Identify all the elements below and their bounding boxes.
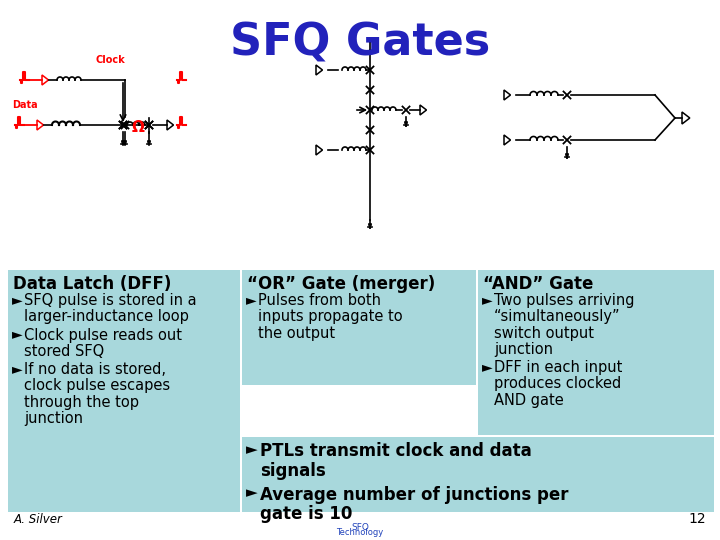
Text: Pulses from both: Pulses from both — [258, 293, 381, 308]
Text: Average number of junctions per: Average number of junctions per — [260, 485, 569, 504]
Text: SFQ: SFQ — [351, 523, 369, 532]
Text: signals: signals — [260, 462, 325, 480]
Text: SFQ Gates: SFQ Gates — [230, 22, 490, 65]
Text: inputs propagate to: inputs propagate to — [258, 309, 402, 325]
Text: Ω: Ω — [132, 119, 145, 134]
Text: ►: ► — [12, 328, 22, 342]
Text: ►: ► — [246, 293, 256, 307]
Text: DFF in each input: DFF in each input — [494, 360, 622, 375]
Text: “OR” Gate (merger): “OR” Gate (merger) — [247, 275, 436, 293]
Text: junction: junction — [24, 411, 83, 426]
Text: ►: ► — [12, 362, 22, 376]
Text: SFQ pulse is stored in a: SFQ pulse is stored in a — [24, 293, 197, 308]
Text: A. Silver: A. Silver — [14, 513, 63, 526]
Text: Data Latch (DFF): Data Latch (DFF) — [13, 275, 171, 293]
Text: switch output: switch output — [494, 326, 594, 341]
Text: AND gate: AND gate — [494, 393, 564, 408]
Text: the output: the output — [258, 326, 335, 341]
Text: Technology: Technology — [336, 528, 384, 537]
Text: If no data is stored,: If no data is stored, — [24, 362, 166, 377]
Text: 12: 12 — [688, 512, 706, 526]
Text: ►: ► — [246, 485, 258, 501]
Text: Data: Data — [12, 100, 37, 110]
FancyBboxPatch shape — [242, 437, 714, 512]
Text: ►: ► — [482, 293, 492, 307]
Text: clock pulse escapes: clock pulse escapes — [24, 379, 170, 393]
Text: “simultaneously”: “simultaneously” — [494, 309, 621, 325]
Text: ►: ► — [482, 360, 492, 374]
Text: gate is 10: gate is 10 — [260, 505, 352, 523]
Text: “AND” Gate: “AND” Gate — [483, 275, 593, 293]
Text: Two pulses arriving: Two pulses arriving — [494, 293, 634, 308]
Text: ►: ► — [12, 293, 22, 307]
Text: junction: junction — [494, 342, 553, 357]
Text: ►: ► — [246, 442, 258, 457]
Text: Clock pulse reads out: Clock pulse reads out — [24, 328, 182, 342]
Text: through the top: through the top — [24, 395, 139, 410]
FancyBboxPatch shape — [242, 270, 476, 385]
Text: stored SFQ: stored SFQ — [24, 344, 104, 359]
FancyBboxPatch shape — [478, 270, 714, 435]
Text: produces clocked: produces clocked — [494, 376, 621, 392]
Text: Clock: Clock — [95, 55, 125, 65]
Text: PTLs transmit clock and data: PTLs transmit clock and data — [260, 442, 532, 460]
FancyBboxPatch shape — [8, 270, 240, 512]
Text: larger-inductance loop: larger-inductance loop — [24, 309, 189, 325]
